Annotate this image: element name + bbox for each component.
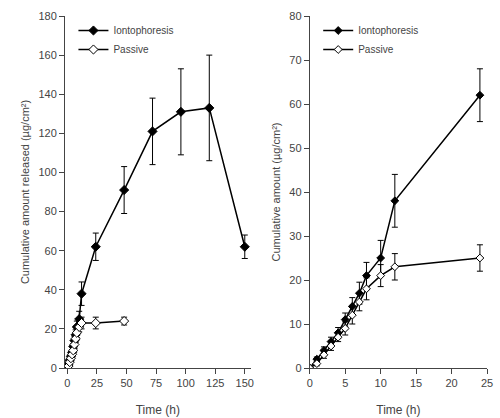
svg-text:60: 60 [45,245,57,257]
svg-text:40: 40 [289,186,301,198]
svg-text:160: 160 [38,49,56,61]
svg-text:140: 140 [38,88,56,100]
svg-text:0: 0 [51,362,57,374]
svg-text:100: 100 [38,166,56,178]
svg-text:Cumulative amount released (µg: Cumulative amount released (µg/cm²) [19,100,31,284]
svg-text:125: 125 [206,377,224,389]
svg-text:10: 10 [375,377,387,389]
svg-text:Iontophoresis: Iontophoresis [113,25,173,36]
svg-text:80: 80 [289,10,301,22]
svg-text:Time (h): Time (h) [136,403,180,417]
svg-text:0: 0 [307,377,313,389]
svg-text:Passive: Passive [358,44,393,55]
svg-text:75: 75 [150,377,162,389]
svg-text:20: 20 [445,377,457,389]
svg-text:5: 5 [342,377,348,389]
svg-text:40: 40 [45,284,57,296]
svg-text:15: 15 [410,377,422,389]
svg-text:180: 180 [38,10,56,22]
svg-text:150: 150 [236,377,254,389]
svg-text:25: 25 [91,377,103,389]
svg-text:60: 60 [289,98,301,110]
svg-text:Passive: Passive [113,44,148,55]
svg-text:Cumulative amount (µg/cm²): Cumulative amount (µg/cm²) [270,123,282,262]
svg-text:0: 0 [295,362,301,374]
svg-text:0: 0 [64,377,70,389]
svg-text:25: 25 [481,377,493,389]
svg-text:20: 20 [289,274,301,286]
svg-text:100: 100 [176,377,194,389]
svg-text:50: 50 [120,377,132,389]
svg-text:50: 50 [289,142,301,154]
svg-text:20: 20 [45,323,57,335]
svg-text:80: 80 [45,205,57,217]
svg-text:Iontophoresis: Iontophoresis [358,25,418,36]
svg-text:120: 120 [38,127,56,139]
svg-text:30: 30 [289,230,301,242]
svg-text:70: 70 [289,54,301,66]
svg-text:Time (h): Time (h) [376,403,420,417]
svg-text:10: 10 [289,318,301,330]
